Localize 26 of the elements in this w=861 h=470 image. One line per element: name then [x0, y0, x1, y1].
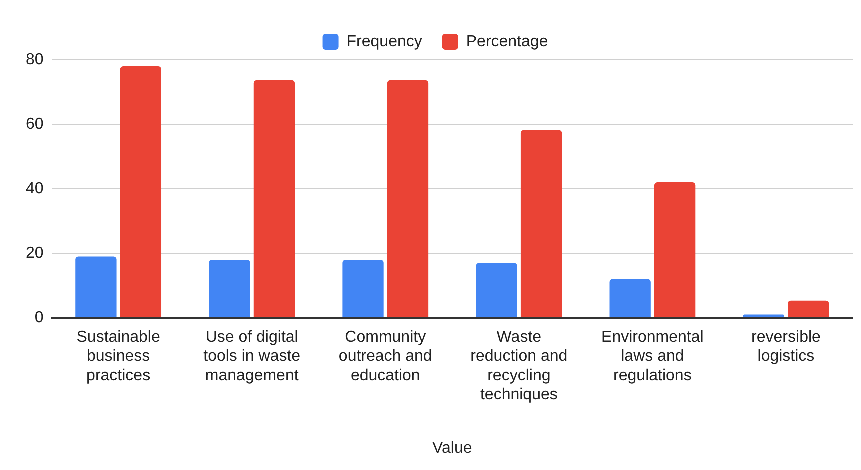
x-axis-title: Value — [432, 440, 472, 457]
y-tick-label: 60 — [26, 116, 44, 133]
bar — [610, 279, 651, 318]
bar — [387, 80, 429, 318]
bar — [209, 260, 250, 318]
bar — [76, 256, 117, 318]
y-tick-label: 40 — [26, 180, 44, 198]
bar — [476, 263, 518, 318]
bar — [654, 182, 696, 318]
bar — [788, 300, 830, 318]
y-tick-label: 20 — [26, 244, 44, 262]
bar — [120, 66, 162, 318]
bar — [520, 130, 562, 318]
x-tick-label: Environmental laws and regulations — [602, 329, 704, 384]
x-tick-label: Community outreach and education — [338, 329, 432, 384]
legend-label: Percentage — [466, 33, 548, 50]
x-tick-label: reversible logistics — [752, 329, 822, 366]
bar — [743, 314, 784, 318]
x-tick-label: Use of digital tools in waste management — [204, 329, 301, 384]
y-tick-label: 80 — [26, 51, 44, 68]
bar — [254, 80, 296, 318]
legend-label: Frequency — [346, 33, 422, 50]
x-tick-label: Waste reduction and recycling techniques — [470, 329, 568, 404]
x-tick-label: Sustainable business practices — [76, 329, 160, 384]
y-tick-label: 0 — [34, 309, 44, 326]
bar — [342, 260, 384, 318]
